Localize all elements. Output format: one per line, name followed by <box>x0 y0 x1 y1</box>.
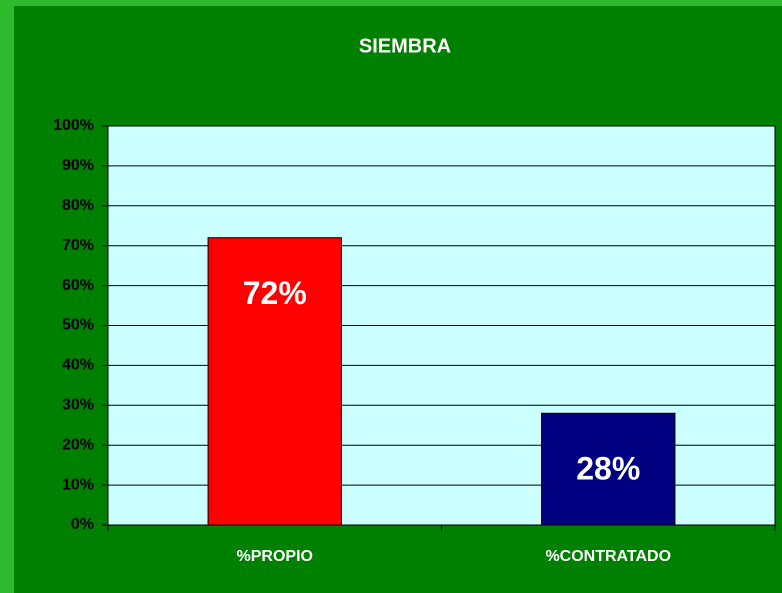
y-tick-label: 40% <box>62 357 94 374</box>
y-tick-label: 90% <box>62 157 94 174</box>
y-tick-label: 50% <box>62 317 94 334</box>
y-tick-label: 80% <box>62 197 94 214</box>
y-tick-label: 30% <box>62 397 94 414</box>
x-tick-label: %PROPIO <box>237 548 313 565</box>
data-label: 28% <box>576 451 640 487</box>
x-tick-label: %CONTRATADO <box>545 548 671 565</box>
y-tick-label: 100% <box>53 117 94 134</box>
y-tick-label: 10% <box>62 476 94 493</box>
y-tick-label: 60% <box>62 277 94 294</box>
bar <box>207 237 342 526</box>
y-tick-label: 20% <box>62 436 94 453</box>
y-tick-label: 70% <box>62 237 94 254</box>
data-label: 72% <box>243 275 307 311</box>
chart-title: SIEMBRA <box>359 35 451 57</box>
y-tick-label: 0% <box>71 516 94 533</box>
bar <box>541 412 676 526</box>
